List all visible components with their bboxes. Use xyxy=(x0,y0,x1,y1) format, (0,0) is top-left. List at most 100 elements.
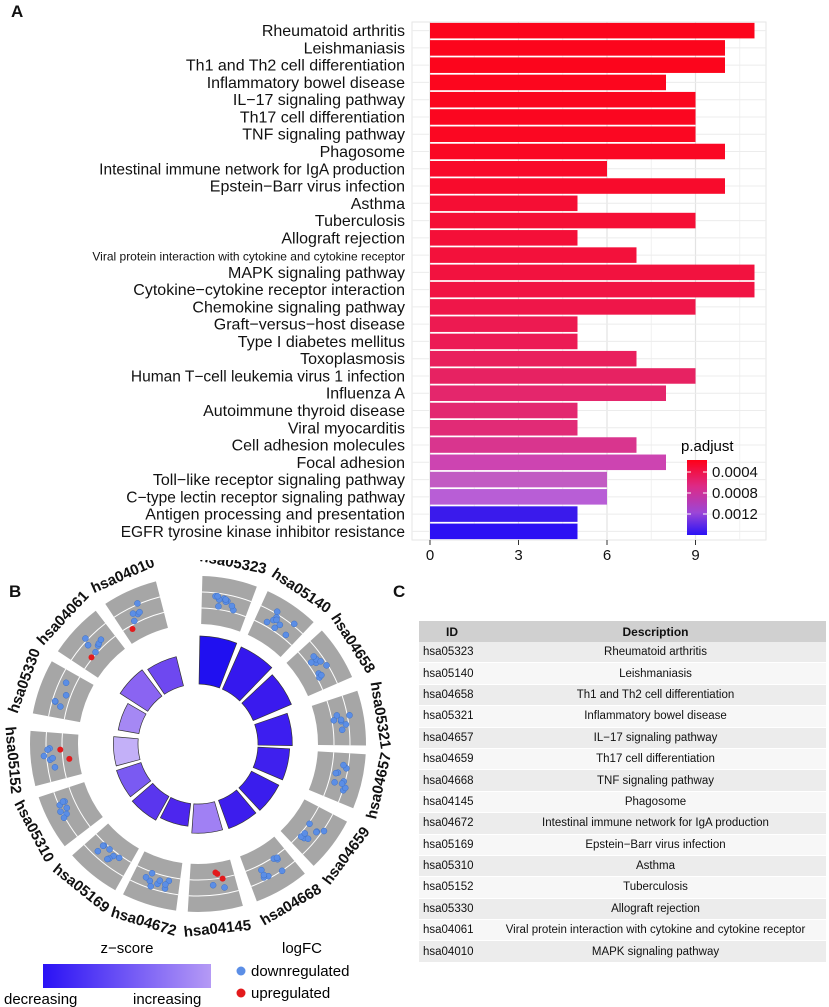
downregulated-point xyxy=(273,854,281,861)
category-label: Inflammatory bowel disease xyxy=(207,75,405,92)
zscore-bar xyxy=(117,703,147,734)
table-row: hsa04145 Phagosome xyxy=(419,791,826,814)
downregulated-point xyxy=(278,867,286,875)
category-label: Th17 cell differentiation xyxy=(240,109,405,126)
downregulated-point xyxy=(40,752,48,760)
pathway-description-cell: TNF signaling pathway xyxy=(485,769,826,792)
bar xyxy=(430,22,755,39)
downregulated-point xyxy=(59,798,67,805)
pathway-id-cell: hsa04672 xyxy=(419,812,485,835)
category-label: Influenza A xyxy=(326,386,406,403)
table-row: hsa05330 Allograft rejection xyxy=(419,898,826,921)
table-row: hsa05321 Inflammatory bowel disease xyxy=(419,705,826,728)
downregulated-point xyxy=(304,835,312,842)
pathway-id-cell: hsa04659 xyxy=(419,748,485,771)
pathway-id-cell: hsa04668 xyxy=(419,769,485,792)
table-row: hsa04657 IL−17 signaling pathway xyxy=(419,727,826,749)
pathway-description-cell: Inflammatory bowel disease xyxy=(485,705,826,728)
category-label: Autoimmune thyroid disease xyxy=(203,403,405,420)
downregulated-point xyxy=(215,603,222,610)
padjust-tick-label: 0.0004 xyxy=(712,464,758,481)
downregulated-point xyxy=(338,780,346,787)
downregulated-point xyxy=(49,754,56,762)
category-label: Antigen processing and presentation xyxy=(145,507,405,524)
bar xyxy=(430,281,755,298)
table-row: hsa04659 Th17 cell differentiation xyxy=(419,748,826,771)
panel-b-label: B xyxy=(9,582,22,601)
downregulated-point xyxy=(60,814,68,822)
upregulated-point xyxy=(57,746,64,753)
downregulated-point xyxy=(221,884,228,891)
downregulated-point xyxy=(162,881,169,888)
downregulated-point xyxy=(129,610,137,617)
pathway-id-cell: hsa05323 xyxy=(419,642,485,664)
zscore-bar xyxy=(198,635,238,689)
pathway-description-cell: Epstein−Barr virus infection xyxy=(485,834,826,856)
downregulated-point xyxy=(282,631,290,639)
bar xyxy=(430,523,578,540)
x-tick-label: 3 xyxy=(514,547,522,564)
downregulated-point xyxy=(209,881,217,889)
zscore-bar xyxy=(116,762,152,798)
bar xyxy=(430,57,725,73)
downregulated-point xyxy=(147,882,154,890)
bar xyxy=(430,247,637,263)
bar xyxy=(430,350,637,367)
x-tick-label: 6 xyxy=(603,547,611,564)
downregulated-point xyxy=(331,779,338,786)
bar xyxy=(430,368,696,384)
pathway-description-cell: Phagosome xyxy=(485,791,826,814)
logfc-legend-title: logFC xyxy=(282,940,322,957)
downregulated-point xyxy=(84,641,92,649)
pathway-description-cell: Th17 cell differentiation xyxy=(485,748,826,771)
category-label: Human T−cell leukemia virus 1 infection xyxy=(131,368,405,385)
term-sector xyxy=(38,782,103,847)
downregulated-point xyxy=(273,616,280,624)
pathway-id-cell: hsa04658 xyxy=(419,684,485,707)
upregulated-point xyxy=(66,755,73,762)
category-label: EGFR tyrosine kinase inhibitor resistanc… xyxy=(121,524,405,541)
zscore-bar xyxy=(147,656,184,695)
downregulated-dot-icon xyxy=(236,966,246,976)
table-row: hsa04658 Th1 and Th2 cell differentiation xyxy=(419,684,826,707)
downregulated-point xyxy=(51,697,59,705)
term-sector xyxy=(57,610,125,678)
pathway-description-cell: Viral protein interaction with cytokine … xyxy=(485,919,826,942)
downregulated-point xyxy=(94,847,102,855)
downregulated-point xyxy=(307,659,315,666)
downregulated-point xyxy=(332,769,340,777)
downregulated-point xyxy=(271,624,278,632)
downregulated-point xyxy=(44,746,51,753)
panel-c-label: C xyxy=(393,582,406,601)
bar xyxy=(430,437,637,453)
downregulated-point xyxy=(57,808,64,815)
bar xyxy=(430,489,607,505)
category-label: Toll−like receptor signaling pathway xyxy=(153,472,405,489)
category-label: Asthma xyxy=(351,196,405,213)
term-label: hsa05321 xyxy=(367,680,394,749)
pathway-id-cell: hsa05321 xyxy=(419,705,485,728)
category-label: MAPK signaling pathway xyxy=(228,265,405,282)
category-label: Focal adhesion xyxy=(296,455,405,472)
downregulated-point xyxy=(104,855,111,863)
downregulated-point xyxy=(306,820,313,828)
downregulated-point xyxy=(82,635,89,642)
bar xyxy=(430,333,578,350)
category-label: Cell adhesion molecules xyxy=(232,438,405,455)
downregulated-point xyxy=(330,717,338,724)
downregulated-point xyxy=(342,721,350,728)
downregulated-point xyxy=(276,621,284,629)
category-label: IL−17 signaling pathway xyxy=(233,92,405,109)
pathway-id-cell: hsa05152 xyxy=(419,876,485,899)
downregulated-point xyxy=(263,618,271,626)
downregulated-point xyxy=(320,827,328,835)
downregulated-point xyxy=(99,842,107,850)
upregulated-point xyxy=(214,870,221,877)
downregulated-point xyxy=(136,608,143,616)
zscore-bar xyxy=(159,796,192,827)
category-label: Toxoplasmosis xyxy=(300,351,405,368)
zscore-low-label: decreasing xyxy=(4,991,77,1007)
pathway-id-cell: hsa05330 xyxy=(419,898,485,921)
description-column-header: Description xyxy=(485,621,826,642)
